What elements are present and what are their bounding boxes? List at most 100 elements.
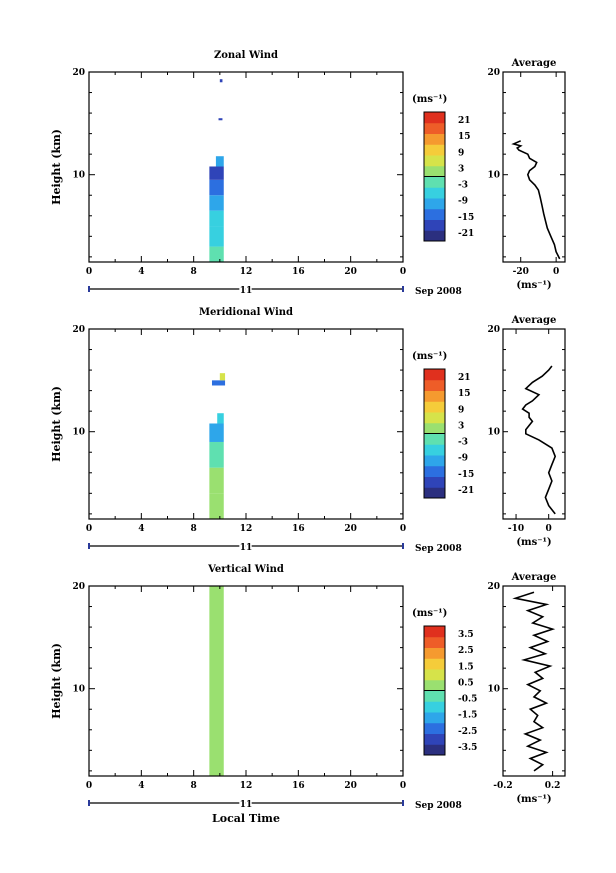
average-title: Average [511,572,557,583]
colorbar-tick-label: -9 [458,197,468,207]
x-tick-label: 12 [240,781,253,791]
average-frame [502,328,566,520]
colorbar-tick-label: -21 [458,486,474,496]
colorbar-segment [424,412,445,424]
plot-frame [88,328,404,520]
colorbar-segment [424,379,445,391]
colorbar-segment [424,476,445,488]
colorbar-segment [424,187,445,199]
average-frame [502,71,566,263]
colorbar-tick-label: 3.5 [458,630,474,640]
colorbar-segment [424,133,445,145]
colorbar-segment [424,658,445,670]
colorbar-segment [424,455,445,467]
x-tick-label: 4 [138,781,144,791]
heatmap-cell [209,441,224,468]
x-tick-label: 8 [191,524,197,534]
date-tick-label: 11 [240,800,253,810]
average-x-tick-label: -20 [513,267,529,277]
average-x-tick-label: 0 [546,524,552,534]
x-tick-label: 8 [191,781,197,791]
colorbar-segment [424,369,445,381]
average-profile-line [521,365,557,515]
date-tick-label: 11 [240,543,253,553]
heatmap-cell [209,423,224,442]
y-axis-label: Height (km) [50,386,63,462]
x-tick-label: 16 [292,267,305,277]
colorbar-tick-label: -21 [458,229,474,239]
colorbar-segment [424,144,445,156]
plot-frame [88,585,404,777]
colorbar-segment [424,176,445,188]
average-x-tick-label: -10 [508,524,524,534]
colorbar-segment [424,219,445,231]
y-tick-label: 20 [72,68,85,78]
colorbar-tick-label: -9 [458,454,468,464]
y-axis-label: Height (km) [50,643,63,719]
heatmap-cell [209,246,224,262]
colorbar-segment [424,465,445,477]
colorbar-segment [424,401,445,413]
average-y-tick-label: 10 [487,428,500,438]
panel-title: Zonal Wind [214,50,278,61]
colorbar-tick-label: 21 [458,116,471,126]
average-y-tick-label: 20 [487,325,500,335]
plot-frame [88,71,404,263]
average-y-tick-label: 20 [487,582,500,592]
colorbar-tick-label: -3 [458,181,468,191]
colorbar-segment [424,198,445,210]
average-y-tick-label: 10 [487,171,500,181]
heatmap-cell [219,373,226,381]
colorbar-tick-label: 15 [458,132,471,142]
colorbar-tick-label: -1.5 [458,711,477,721]
colorbar-segment [424,636,445,648]
colorbar-segment [424,208,445,220]
colorbar-segment [424,122,445,134]
average-y-tick-label: 10 [487,685,500,695]
x-tick-label: 0 [86,524,92,534]
colorbar-tick-label: 9 [458,405,464,415]
y-tick-label: 10 [72,685,85,695]
colorbar-tick-label: -0.5 [458,695,477,705]
colorbar-segment [424,155,445,167]
heatmap-cell [209,210,224,227]
colorbar-segment [424,112,445,124]
average-unit: (ms⁻¹) [516,280,551,291]
colorbar-tick-label: -3 [458,438,468,448]
date-label: Sep 2008 [415,287,462,297]
colorbar-tick-label: 9 [458,148,464,158]
colorbar-segment [424,690,445,702]
x-axis-label: Local Time [212,812,280,825]
x-tick-label: 0 [400,267,406,277]
colorbar-segment [424,433,445,445]
colorbar-unit: (ms⁻¹) [412,608,447,619]
x-tick-label: 4 [138,524,144,534]
heatmap-cell [217,413,224,424]
colorbar-segment [424,626,445,638]
x-tick-label: 0 [86,267,92,277]
x-tick-label: 0 [400,781,406,791]
colorbar-tick-label: 0.5 [458,678,474,688]
colorbar-segment [424,230,445,242]
average-x-tick-label: 0 [553,267,559,277]
heatmap-cell [215,156,224,167]
heatmap-cell [209,586,224,776]
x-tick-label: 8 [191,267,197,277]
y-axis-label: Height (km) [50,129,63,205]
colorbar-segment [424,701,445,713]
colorbar-tick-label: 15 [458,389,471,399]
colorbar-unit: (ms⁻¹) [412,94,447,105]
x-tick-label: 4 [138,267,144,277]
colorbar-tick-label: -2.5 [458,727,477,737]
panel-3: Vertical Wind 10 20 0 4 8 12 16 20 0 Height (km) 11… [50,564,566,812]
colorbar-tick-label: -15 [458,470,474,480]
x-tick-label: 0 [400,524,406,534]
colorbar-tick-label: 3 [458,164,464,174]
panel-1: Zonal Wind 10 20 0 4 8 12 16 20 0 Height (km) 11 Sep… [50,50,566,298]
average-x-tick-label: 0.2 [545,781,561,791]
average-x-tick-label: -0.2 [493,781,512,791]
average-unit: (ms⁻¹) [516,537,551,548]
date-label: Sep 2008 [415,801,462,811]
heatmap-cell [209,467,224,494]
